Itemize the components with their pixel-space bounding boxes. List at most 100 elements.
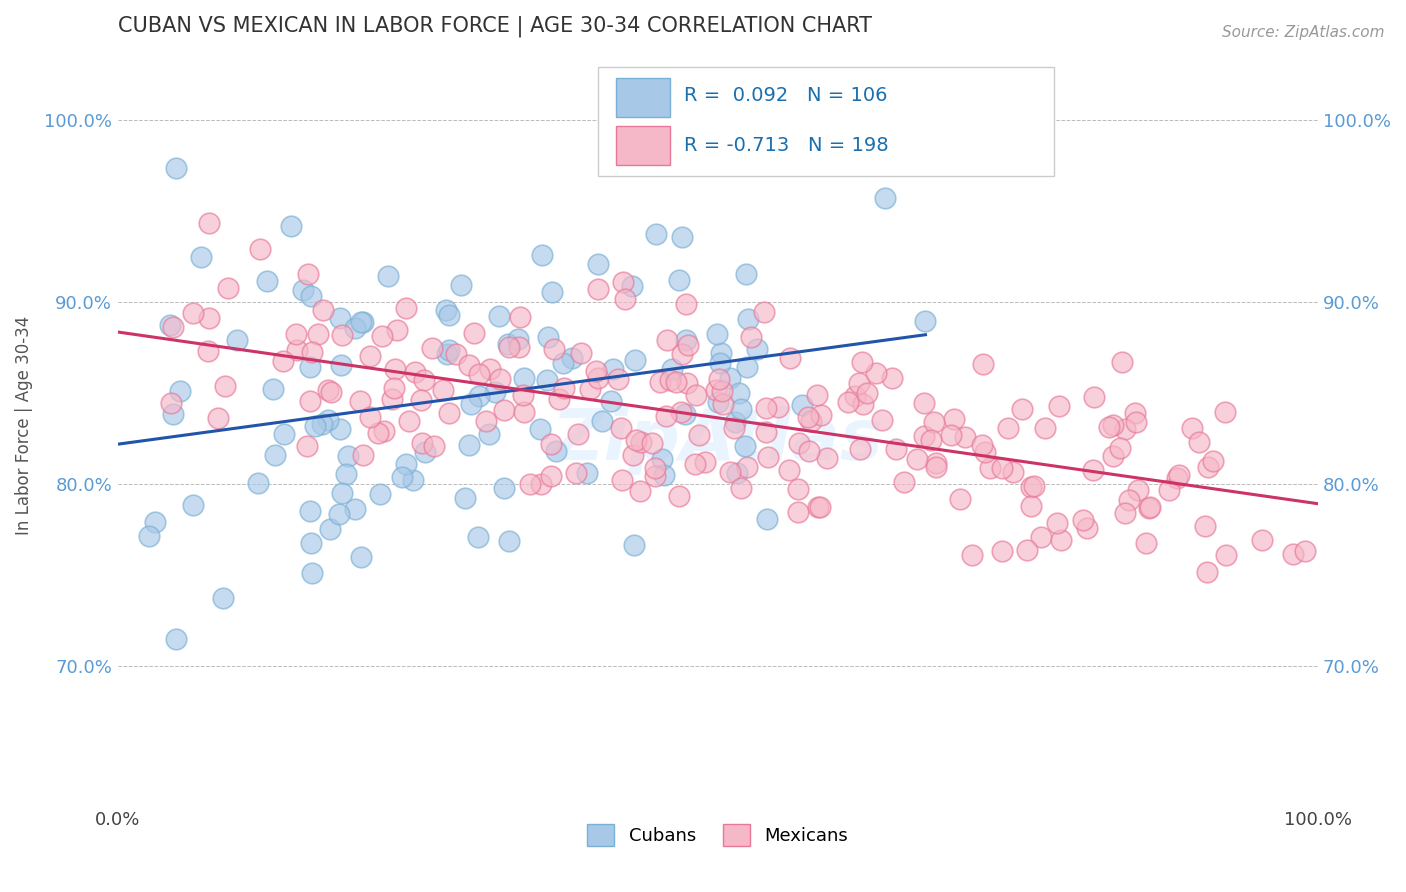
Point [304,418,326,433]
Point [478,362,501,376]
Point [381,392,404,406]
Point [1166,471,1188,485]
Point [488,372,510,386]
Point [454,491,477,505]
Point [844,389,866,403]
Point [920,434,942,448]
Text: CUBAN VS MEXICAN IN LABOR FORCE | AGE 30-34 CORRELATION CHART: CUBAN VS MEXICAN IN LABOR FORCE | AGE 30… [118,15,872,37]
Point [644,460,666,475]
Point [475,414,498,428]
Point [492,403,515,417]
Point [768,400,790,414]
Point [779,351,801,366]
Y-axis label: In Labor Force | Age 30-34: In Labor Force | Age 30-34 [15,316,32,534]
Point [1011,402,1033,417]
Point [271,354,294,368]
Point [591,414,613,428]
Point [675,376,697,390]
Point [394,457,416,471]
Point [737,460,759,475]
Point [484,384,506,399]
Point [727,386,749,401]
Point [349,393,371,408]
Point [1102,450,1125,464]
Point [311,417,333,432]
Point [330,358,353,372]
Bar [616,126,669,165]
Point [675,297,697,311]
Point [384,362,406,376]
Point [280,219,302,233]
Point [159,318,181,332]
Text: R = -0.713   N = 198: R = -0.713 N = 198 [685,136,889,155]
Point [655,333,678,347]
Point [162,319,184,334]
Point [1076,520,1098,534]
Point [1047,399,1070,413]
Point [718,465,741,479]
Point [212,591,235,606]
Point [246,475,269,490]
Point [530,248,553,262]
Point [630,435,652,450]
Point [488,309,510,323]
Point [328,507,350,521]
Point [740,330,762,344]
Point [439,406,461,420]
Point [264,448,287,462]
Point [914,314,936,328]
Point [718,371,741,385]
Point [610,473,633,487]
Point [530,476,553,491]
Point [398,414,420,428]
Point [671,347,693,361]
Point [297,267,319,281]
Point [1046,516,1069,531]
Point [737,311,759,326]
Point [628,483,651,498]
Point [1102,418,1125,433]
Point [688,428,710,442]
Point [786,504,808,518]
Point [754,305,776,319]
Point [778,463,800,477]
Point [855,385,877,400]
Point [735,360,758,375]
Point [138,529,160,543]
Point [373,424,395,438]
Point [723,421,745,435]
Point [197,343,219,358]
Point [217,281,239,295]
Point [962,549,984,563]
Point [434,303,457,318]
Point [1215,548,1237,562]
Point [870,412,893,426]
Point [319,522,342,536]
Point [207,410,229,425]
Point [685,387,707,401]
Point [299,288,322,302]
Point [800,414,823,428]
Point [319,384,342,399]
Point [683,457,706,471]
Point [668,273,690,287]
Point [553,356,575,370]
Point [689,114,711,128]
Point [547,392,569,406]
Point [747,343,769,357]
Point [509,310,531,324]
Point [644,468,666,483]
Point [529,422,551,436]
Point [540,437,562,451]
Point [607,371,630,385]
Point [939,428,962,442]
Point [756,512,779,526]
Point [706,326,728,341]
Point [586,370,609,384]
Point [370,486,392,500]
Point [569,345,592,359]
Point [352,315,374,329]
Point [450,278,472,293]
Point [181,498,204,512]
Point [332,485,354,500]
